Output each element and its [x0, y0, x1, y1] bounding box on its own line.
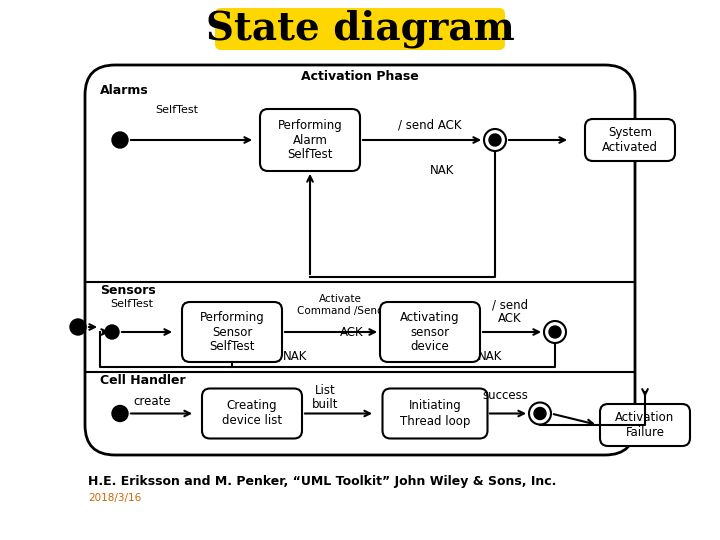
Circle shape: [112, 132, 128, 148]
FancyBboxPatch shape: [182, 302, 282, 362]
Text: Activation
Failure: Activation Failure: [616, 411, 675, 439]
Circle shape: [534, 408, 546, 420]
Text: State diagram: State diagram: [206, 10, 514, 48]
Text: System
Activated: System Activated: [602, 126, 658, 154]
Circle shape: [112, 406, 128, 422]
Text: NAK: NAK: [478, 350, 502, 363]
Text: success: success: [482, 389, 528, 402]
FancyBboxPatch shape: [600, 404, 690, 446]
Text: Sensors: Sensors: [100, 284, 156, 296]
Text: H.E. Eriksson and M. Penker, “UML Toolkit” John Wiley & Sons, Inc.: H.E. Eriksson and M. Penker, “UML Toolki…: [88, 476, 557, 489]
Text: Creating
device list: Creating device list: [222, 400, 282, 428]
Text: Initiating
Thread loop: Initiating Thread loop: [400, 400, 470, 428]
FancyBboxPatch shape: [380, 302, 480, 362]
FancyBboxPatch shape: [260, 109, 360, 171]
FancyBboxPatch shape: [585, 119, 675, 161]
Text: NAK: NAK: [430, 164, 454, 177]
FancyBboxPatch shape: [215, 8, 505, 50]
Text: create: create: [133, 395, 171, 408]
FancyBboxPatch shape: [85, 65, 635, 455]
Text: Activate
Command /Send: Activate Command /Send: [297, 294, 383, 316]
Text: List
built: List built: [312, 383, 338, 411]
Text: / send ACK: / send ACK: [398, 118, 462, 132]
Circle shape: [544, 321, 566, 343]
Circle shape: [105, 325, 119, 339]
Text: / send: / send: [492, 299, 528, 312]
Text: Performing
Sensor
SelfTest: Performing Sensor SelfTest: [199, 310, 264, 354]
Text: ACK: ACK: [340, 326, 364, 339]
Text: Cell Handler: Cell Handler: [100, 374, 186, 387]
Text: Performing
Alarm
SelfTest: Performing Alarm SelfTest: [278, 118, 343, 161]
FancyBboxPatch shape: [202, 388, 302, 438]
Circle shape: [489, 134, 501, 146]
Text: NAK: NAK: [283, 350, 307, 363]
Text: SelfTest: SelfTest: [155, 105, 198, 115]
Text: Alarms: Alarms: [100, 84, 149, 97]
Text: Activating
sensor
device: Activating sensor device: [400, 310, 460, 354]
Text: ACK: ACK: [498, 313, 522, 326]
Circle shape: [549, 326, 561, 338]
Text: SelfTest: SelfTest: [110, 299, 153, 309]
Circle shape: [529, 402, 551, 424]
Circle shape: [484, 129, 506, 151]
Text: Activation Phase: Activation Phase: [301, 71, 419, 84]
Circle shape: [70, 319, 86, 335]
Text: 2018/3/16: 2018/3/16: [88, 493, 141, 503]
FancyBboxPatch shape: [382, 388, 487, 438]
